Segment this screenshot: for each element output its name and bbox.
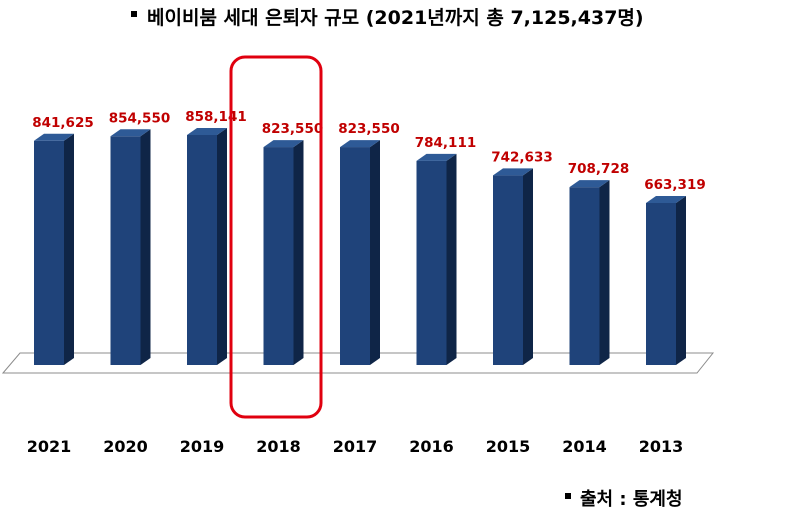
value-label-2015: 742,633 xyxy=(491,149,553,165)
bar-front-2019 xyxy=(187,135,217,365)
bar-front-2015 xyxy=(493,175,523,365)
value-label-2014: 708,728 xyxy=(568,161,630,177)
chart-title: 베이비붐 세대 은퇴자 규모 (2021년까지 총 7,125,437명) xyxy=(147,7,644,29)
x-axis-labels-layer: 2021 2020 2019 2018 2017 2016 2015 2014 2013 xyxy=(27,437,684,456)
x-axis-label-2015: 2015 xyxy=(486,437,531,456)
bar-top-2021 xyxy=(34,133,74,141)
x-axis-label-2020: 2020 xyxy=(103,437,148,456)
bar-top-2020 xyxy=(110,129,151,137)
value-label-2013: 663,319 xyxy=(644,177,706,193)
bars-layer xyxy=(34,128,686,365)
bar-front-2020 xyxy=(110,136,141,365)
value-label-2016: 784,111 xyxy=(415,135,477,151)
bar-top-2016 xyxy=(416,153,457,161)
bar-2017 xyxy=(340,140,380,365)
bar-2019 xyxy=(187,128,227,365)
value-label-2021: 841,625 xyxy=(32,115,94,131)
bar-top-2019 xyxy=(187,128,227,135)
source-bullet-icon xyxy=(565,493,571,499)
bar-2021 xyxy=(34,133,74,365)
highlight-layer xyxy=(229,55,323,419)
bar-front-2018 xyxy=(263,147,294,365)
highlight-box-2018 xyxy=(229,55,323,419)
bar-2015 xyxy=(493,168,533,365)
value-label-2020: 854,550 xyxy=(109,110,171,126)
bar-front-2014 xyxy=(569,187,600,365)
bar-2016 xyxy=(416,153,457,365)
bar-2014 xyxy=(569,180,610,365)
x-axis-label-2019: 2019 xyxy=(180,437,225,456)
x-axis-label-2021: 2021 xyxy=(27,437,72,456)
value-label-2018: 823,550 xyxy=(262,121,324,137)
bar-side-2016 xyxy=(446,153,457,365)
bar-front-2017 xyxy=(340,147,370,365)
bar-top-2018 xyxy=(263,140,304,148)
bar-side-2013 xyxy=(676,195,686,365)
bar-2020 xyxy=(110,129,151,365)
bar-side-2018 xyxy=(293,140,304,365)
bar-top-2015 xyxy=(493,168,533,176)
x-axis-label-2017: 2017 xyxy=(333,437,378,456)
bar-side-2019 xyxy=(217,128,227,365)
value-label-2019: 858,141 xyxy=(185,109,247,125)
bar-side-2015 xyxy=(523,168,533,365)
x-axis-label-2014: 2014 xyxy=(562,437,607,456)
x-axis-label-2018: 2018 xyxy=(256,437,301,456)
chart-title-group: 베이비붐 세대 은퇴자 규모 (2021년까지 총 7,125,437명) xyxy=(131,7,644,29)
bar-2013 xyxy=(646,195,686,365)
bar-top-2017 xyxy=(340,140,380,148)
bar-side-2020 xyxy=(140,129,151,365)
value-label-2017: 823,550 xyxy=(338,121,400,137)
bar-side-2014 xyxy=(599,180,610,365)
bar-front-2016 xyxy=(416,160,447,365)
title-bullet-icon xyxy=(131,11,137,17)
value-labels-layer: 841,625 854,550 858,141 823,550 823,550 784,1… xyxy=(32,109,706,193)
bar-2018 xyxy=(263,140,304,365)
bar-side-2021 xyxy=(64,133,74,365)
bar-top-2013 xyxy=(646,195,686,203)
bar-front-2013 xyxy=(646,202,676,365)
bar-top-2014 xyxy=(569,180,610,188)
source-note-group: 출처 : 통계청 xyxy=(565,489,683,510)
bar-side-2017 xyxy=(370,140,380,365)
bar-front-2021 xyxy=(34,140,64,365)
source-note: 출처 : 통계청 xyxy=(580,489,683,510)
x-axis-label-2016: 2016 xyxy=(409,437,454,456)
x-axis-label-2013: 2013 xyxy=(639,437,684,456)
